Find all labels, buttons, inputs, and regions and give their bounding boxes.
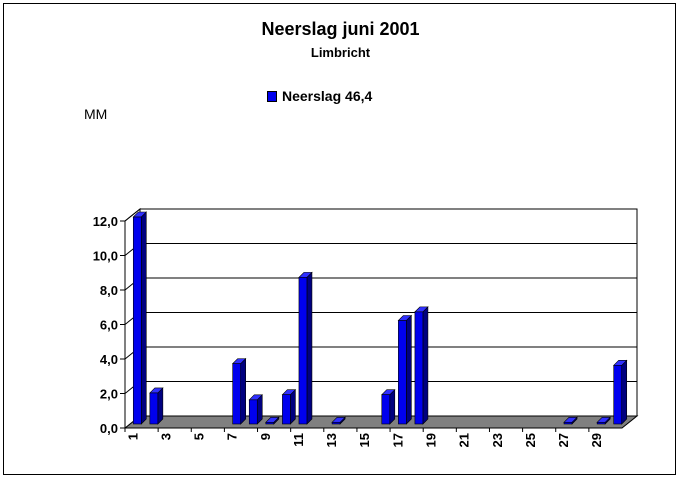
x-tick-label: 17 bbox=[390, 433, 405, 447]
y-tick-label: 4,0 bbox=[100, 352, 118, 367]
chart-subtitle: Limbricht bbox=[310, 45, 371, 60]
y-tick-label: 0,0 bbox=[100, 421, 118, 436]
chart-floor bbox=[123, 415, 639, 429]
bar-day-10 bbox=[281, 388, 297, 425]
y-tick-label: 10,0 bbox=[93, 249, 118, 264]
x-tick-label: 9 bbox=[258, 433, 273, 440]
bar-day-16 bbox=[381, 388, 396, 425]
x-tick-label: 1 bbox=[125, 433, 140, 440]
y-tick-label: 12,0 bbox=[93, 214, 118, 229]
bar-day-8 bbox=[248, 394, 263, 425]
x-tick-label: 5 bbox=[192, 433, 207, 440]
x-tick-label: 23 bbox=[490, 433, 505, 447]
x-tick-label: 13 bbox=[324, 433, 339, 447]
bar-day-29 bbox=[596, 416, 611, 425]
y-axis-label: MM bbox=[84, 106, 108, 122]
bar-day-17 bbox=[397, 314, 413, 425]
bar-day-11 bbox=[298, 271, 313, 425]
y-tick-label: 2,0 bbox=[100, 387, 118, 402]
x-tick-label: 27 bbox=[556, 433, 571, 447]
bar-day-7 bbox=[231, 357, 247, 425]
x-tick-label: 19 bbox=[423, 433, 438, 447]
x-tick-label: 29 bbox=[589, 433, 604, 447]
bar-day-13 bbox=[331, 416, 346, 425]
bar-day-1 bbox=[132, 211, 148, 425]
legend-label: Neerslag 46,4 bbox=[282, 88, 373, 104]
bar-day-9 bbox=[265, 416, 280, 425]
gridline-depth bbox=[124, 208, 141, 222]
x-tick-label: 21 bbox=[457, 433, 472, 447]
x-tick-label: 25 bbox=[523, 433, 538, 447]
x-tick-label: 7 bbox=[225, 433, 240, 440]
bar-day-27 bbox=[563, 416, 578, 425]
chart-title: Neerslag juni 2001 bbox=[261, 19, 420, 39]
legend-swatch bbox=[267, 90, 277, 102]
bar-day-18 bbox=[414, 306, 429, 425]
x-tick-label: 15 bbox=[357, 433, 372, 447]
x-tick-label: 11 bbox=[291, 433, 306, 447]
y-tick-label: 6,0 bbox=[100, 318, 118, 333]
chart-legend: Neerslag 46,4 bbox=[267, 88, 372, 104]
y-tick-label: 8,0 bbox=[100, 283, 118, 298]
bar-day-30 bbox=[612, 359, 628, 425]
bar-day-2 bbox=[149, 387, 164, 425]
x-tick-label: 3 bbox=[158, 433, 173, 440]
